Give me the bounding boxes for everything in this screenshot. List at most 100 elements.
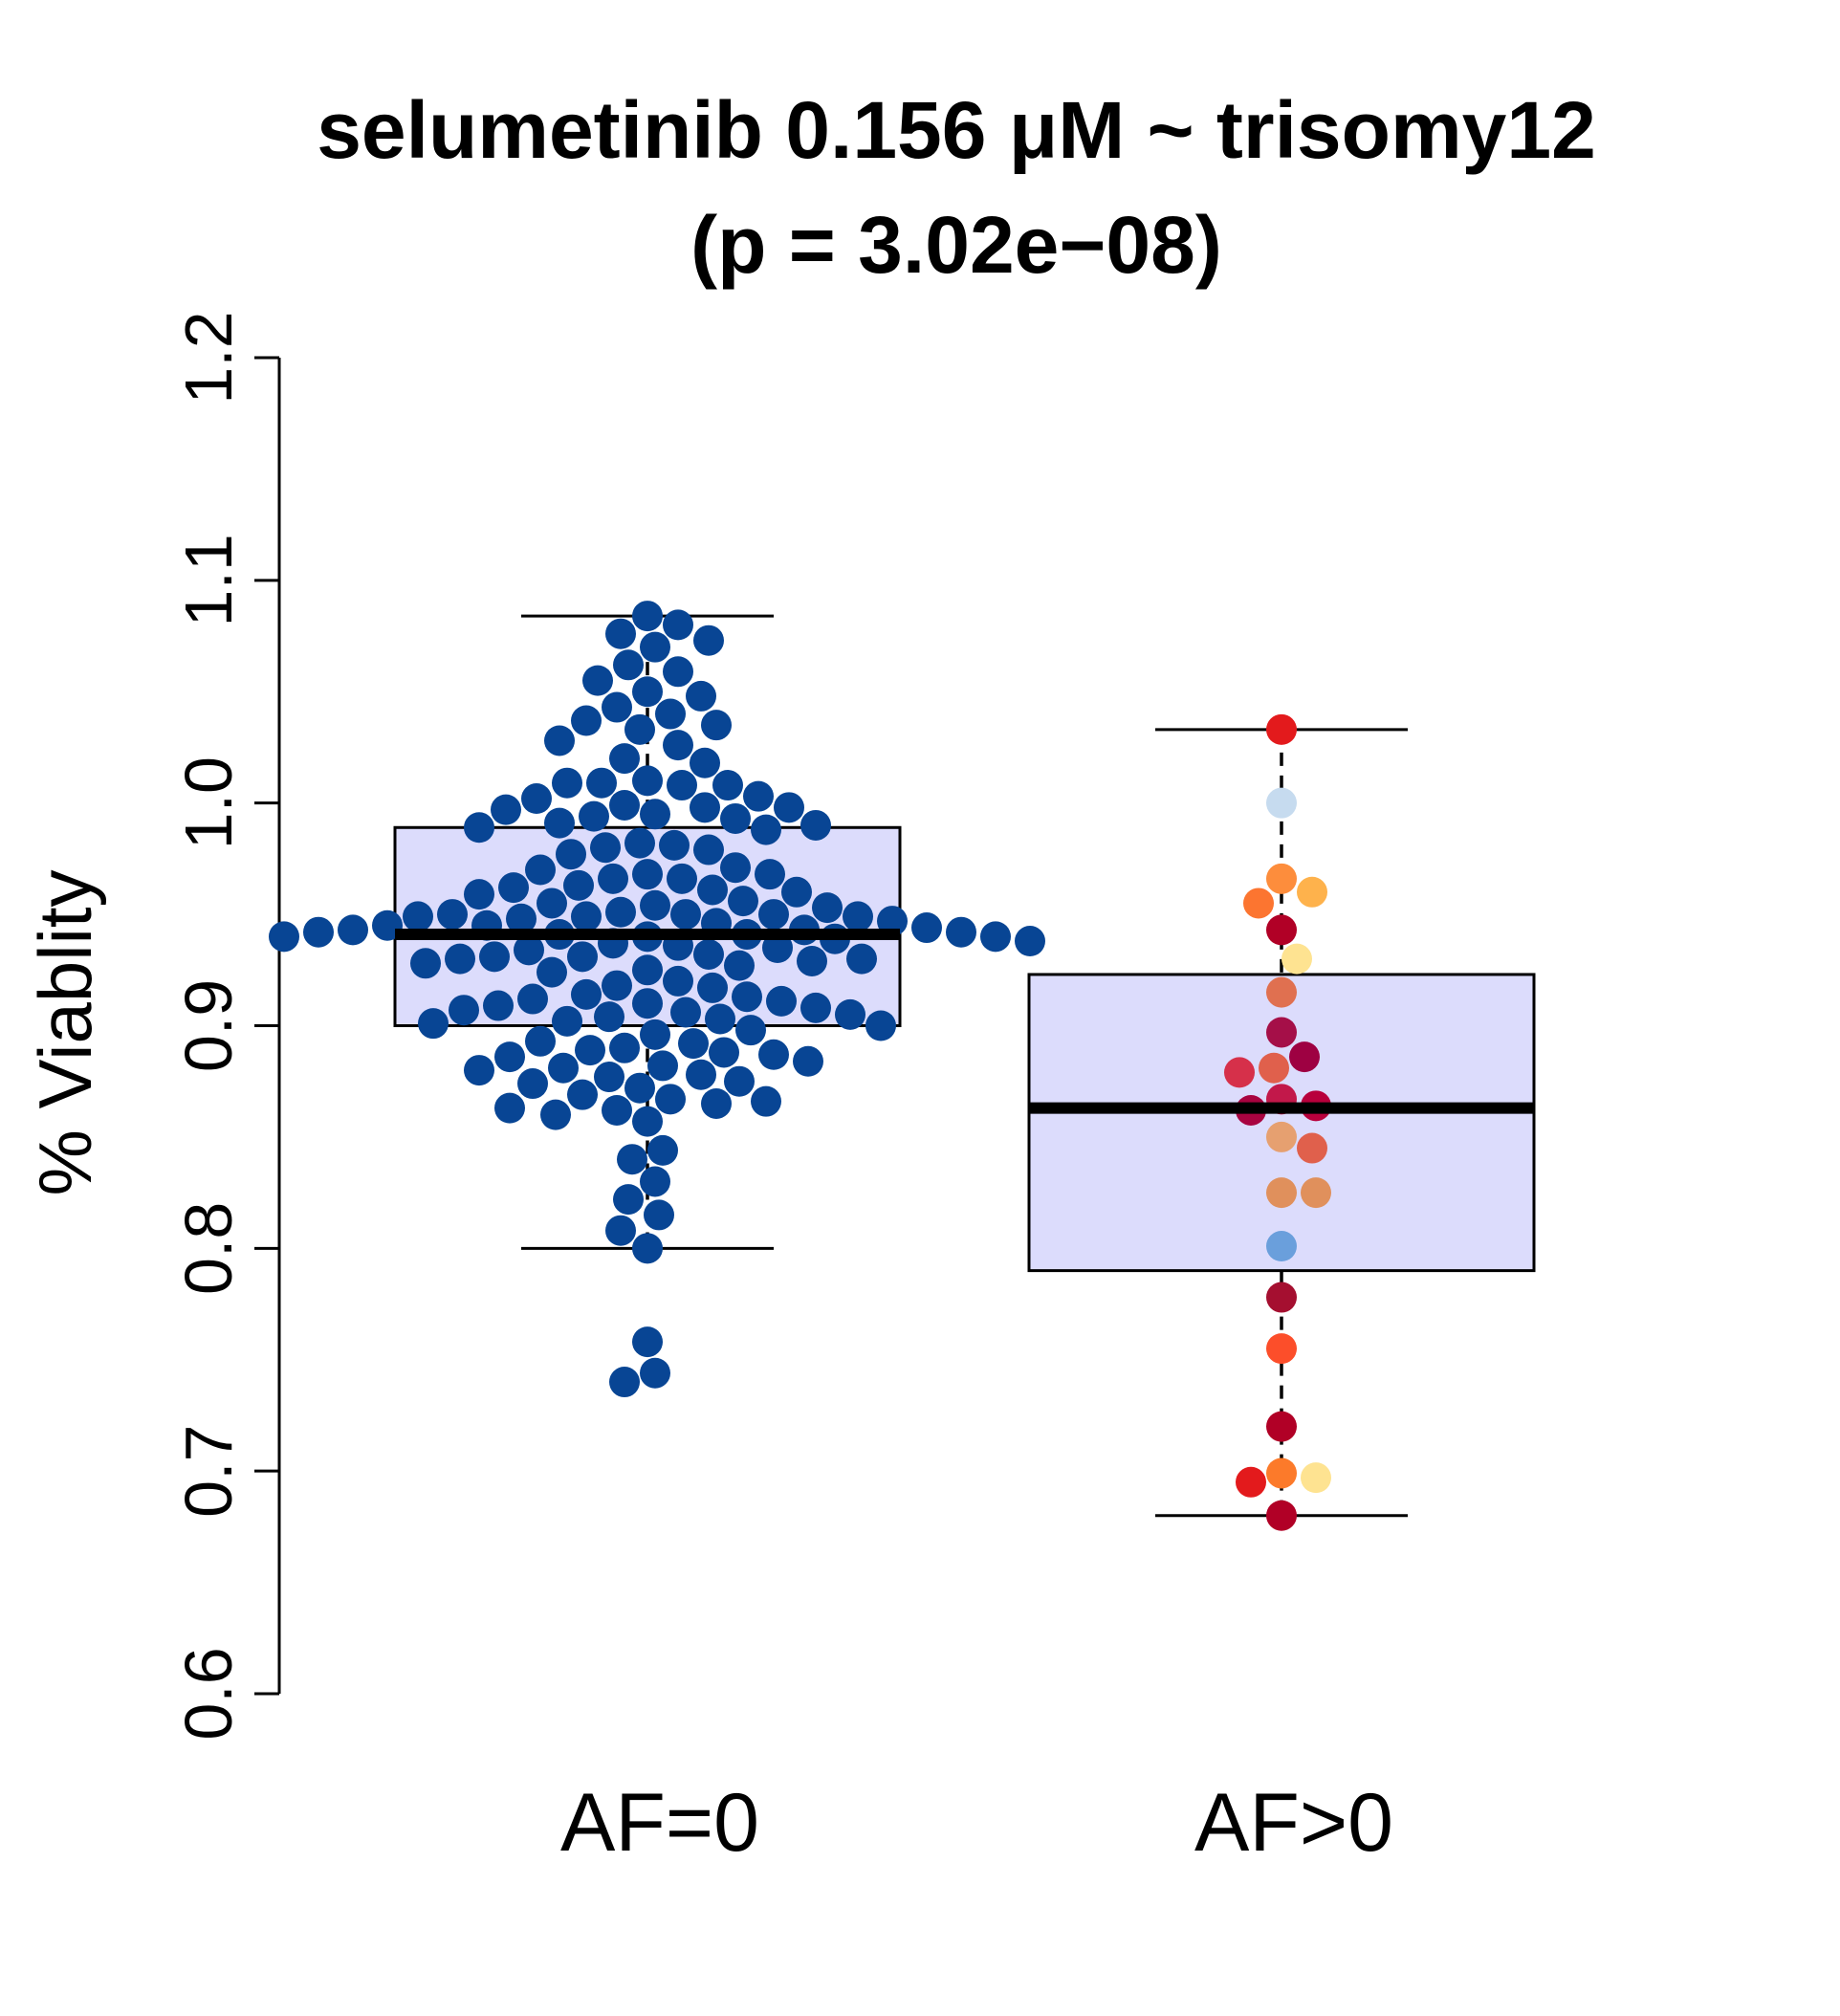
data-point bbox=[690, 792, 720, 823]
data-point bbox=[1297, 876, 1327, 908]
data-point bbox=[720, 852, 751, 884]
data-point bbox=[609, 1032, 640, 1063]
data-point bbox=[514, 934, 544, 966]
data-point bbox=[632, 859, 663, 890]
data-point bbox=[563, 869, 594, 901]
data-point bbox=[571, 978, 602, 1010]
data-point bbox=[843, 901, 873, 932]
data-point bbox=[525, 1025, 556, 1057]
data-point bbox=[491, 794, 521, 825]
data-point bbox=[659, 829, 690, 861]
data-point bbox=[540, 1099, 571, 1130]
data-point bbox=[579, 800, 609, 832]
data-point bbox=[686, 680, 716, 712]
data-point bbox=[1281, 943, 1312, 975]
data-point bbox=[594, 1001, 624, 1033]
data-point bbox=[797, 945, 827, 976]
data-point bbox=[701, 1087, 732, 1119]
data-point bbox=[697, 874, 728, 906]
data-point bbox=[494, 1041, 525, 1073]
data-point bbox=[582, 665, 613, 696]
data-point bbox=[632, 1326, 663, 1358]
y-axis-label: % Viablity bbox=[23, 869, 107, 1195]
y-axis: 0.6 0.7 0.8 0.9 1.0 1.1 1.2 bbox=[171, 311, 281, 1741]
data-point bbox=[449, 995, 479, 1026]
chart-title: selumetinib 0.156 μM ~ trisomy12 bbox=[317, 85, 1596, 175]
data-point bbox=[1266, 787, 1297, 819]
data-point bbox=[743, 780, 774, 812]
data-point bbox=[602, 970, 632, 1001]
data-point bbox=[724, 1065, 755, 1097]
data-point bbox=[537, 887, 567, 919]
data-point bbox=[640, 631, 670, 663]
data-point bbox=[758, 1039, 789, 1070]
data-point bbox=[1266, 1500, 1297, 1531]
data-point bbox=[544, 725, 575, 756]
data-point bbox=[605, 1215, 636, 1246]
data-point bbox=[609, 1367, 640, 1398]
data-point bbox=[701, 710, 732, 741]
data-point bbox=[812, 892, 843, 924]
data-point bbox=[418, 1008, 449, 1040]
data-point bbox=[602, 691, 632, 723]
data-point bbox=[632, 1106, 663, 1137]
data-point bbox=[567, 941, 598, 973]
data-point bbox=[724, 950, 755, 981]
y-tick-label: 0.9 bbox=[171, 979, 246, 1072]
data-point bbox=[693, 938, 724, 970]
data-point bbox=[556, 839, 586, 870]
data-point bbox=[644, 1199, 674, 1231]
data-point bbox=[800, 992, 831, 1023]
data-point bbox=[1289, 1041, 1320, 1073]
data-point bbox=[571, 901, 602, 932]
data-point bbox=[640, 1166, 670, 1197]
y-tick-label: 1.2 bbox=[171, 311, 246, 404]
data-point bbox=[693, 834, 724, 866]
data-point bbox=[464, 812, 494, 844]
data-point bbox=[1266, 1177, 1297, 1209]
data-point bbox=[445, 943, 475, 975]
data-point bbox=[1301, 1177, 1331, 1209]
data-point bbox=[605, 618, 636, 649]
data-point bbox=[464, 1055, 494, 1086]
data-point bbox=[479, 941, 510, 973]
data-point bbox=[624, 827, 655, 859]
data-point bbox=[1266, 1457, 1297, 1489]
data-point bbox=[632, 676, 663, 708]
data-point bbox=[1236, 1466, 1266, 1498]
data-point bbox=[663, 730, 693, 761]
data-point bbox=[705, 1003, 735, 1035]
data-point bbox=[758, 899, 789, 931]
data-point bbox=[575, 1035, 605, 1066]
data-point bbox=[697, 972, 728, 1003]
data-point bbox=[640, 889, 670, 921]
data-point bbox=[663, 656, 693, 688]
data-point bbox=[663, 965, 693, 997]
data-point bbox=[617, 1144, 647, 1175]
data-point bbox=[632, 765, 663, 797]
data-point bbox=[655, 1084, 686, 1115]
data-point bbox=[483, 990, 514, 1021]
data-point bbox=[1266, 1411, 1297, 1442]
data-point bbox=[1259, 1052, 1289, 1084]
data-point bbox=[1015, 926, 1045, 957]
data-point bbox=[1266, 1282, 1297, 1313]
data-point bbox=[498, 872, 529, 904]
data-point bbox=[521, 783, 552, 815]
data-point bbox=[640, 1357, 670, 1389]
data-point bbox=[552, 767, 582, 799]
data-point bbox=[755, 859, 785, 890]
data-point bbox=[735, 1015, 766, 1046]
y-tick-label: 1.0 bbox=[171, 756, 246, 849]
data-point bbox=[517, 1068, 548, 1100]
data-point bbox=[800, 809, 831, 841]
data-point bbox=[586, 767, 617, 799]
data-point bbox=[1266, 914, 1297, 946]
data-point bbox=[632, 988, 663, 1019]
data-point bbox=[1266, 1231, 1297, 1262]
data-point bbox=[728, 886, 758, 917]
data-point bbox=[1243, 887, 1274, 919]
y-tick-label: 0.7 bbox=[171, 1425, 246, 1518]
data-point bbox=[766, 985, 797, 1017]
point-layer bbox=[269, 601, 1534, 1531]
